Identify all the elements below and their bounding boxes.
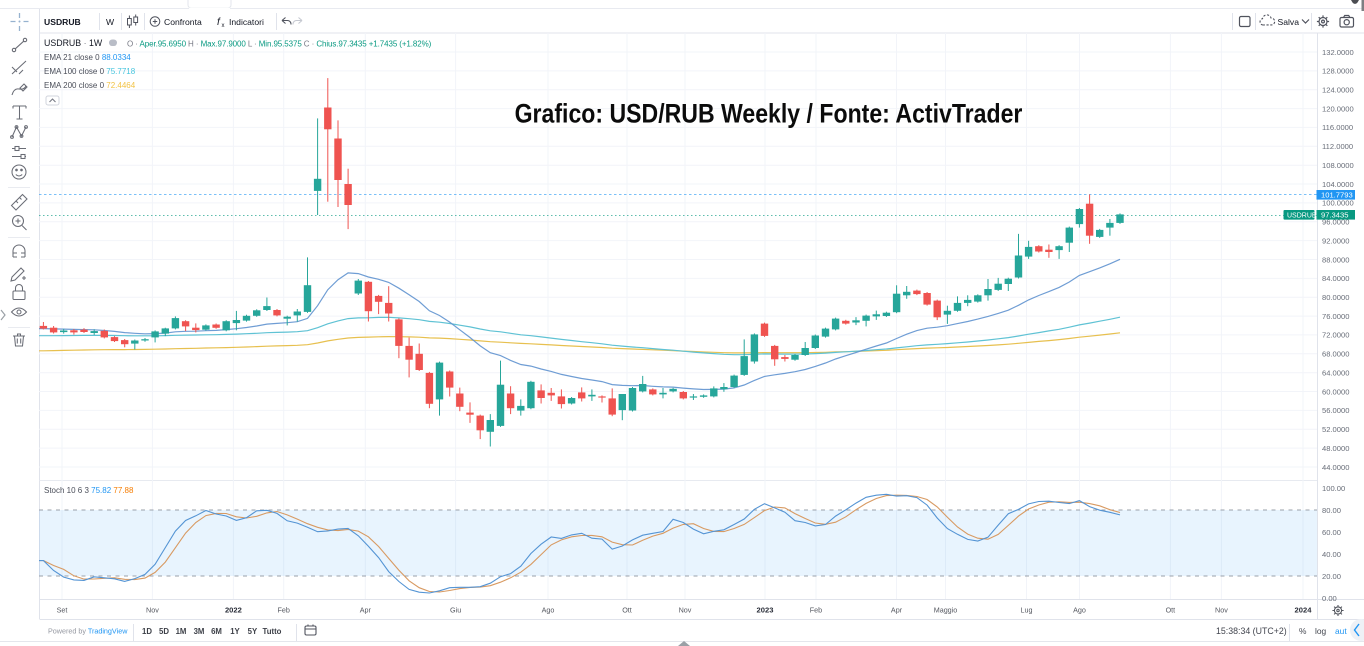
svg-text:Maggio: Maggio: [934, 606, 958, 615]
svg-text:W: W: [106, 17, 115, 27]
svg-text:64.0000: 64.0000: [1322, 369, 1349, 378]
svg-text:Stoch 10 6 3 75.82 77.88: Stoch 10 6 3 75.82 77.88: [44, 486, 134, 495]
svg-text:15:38:34 (UTC+2): 15:38:34 (UTC+2): [1216, 626, 1287, 636]
svg-text:1D: 1D: [142, 627, 152, 636]
svg-text:EMA 100 close 0 75.7718: EMA 100 close 0 75.7718: [44, 67, 136, 76]
svg-text:108.0000: 108.0000: [1322, 161, 1354, 170]
svg-text:124.0000: 124.0000: [1322, 86, 1354, 95]
svg-text:Ott: Ott: [1166, 606, 1176, 615]
svg-text:80.00: 80.00: [1322, 506, 1341, 515]
svg-text:aut: aut: [1335, 626, 1347, 636]
svg-text:2024: 2024: [1295, 606, 1313, 615]
svg-text:132.0000: 132.0000: [1322, 48, 1354, 57]
svg-text:Salva: Salva: [1278, 17, 1300, 27]
svg-text:6M: 6M: [211, 627, 222, 636]
svg-text:USDRUB: USDRUB: [1287, 212, 1317, 219]
svg-text:80.0000: 80.0000: [1322, 293, 1349, 302]
svg-text:Ago: Ago: [1073, 606, 1086, 615]
svg-text:2023: 2023: [757, 606, 774, 615]
svg-text:40.00: 40.00: [1322, 550, 1341, 559]
svg-text:Indicatori: Indicatori: [229, 17, 264, 27]
svg-text:EMA 21 close 0 88.0334: EMA 21 close 0 88.0334: [44, 53, 131, 62]
svg-text:Ago: Ago: [542, 606, 555, 615]
svg-text:Nov: Nov: [146, 606, 159, 615]
svg-text:60.00: 60.00: [1322, 528, 1341, 537]
svg-text:112.0000: 112.0000: [1322, 142, 1353, 151]
svg-text:1M: 1M: [176, 627, 187, 636]
svg-text:x: x: [222, 23, 225, 29]
svg-text:3M: 3M: [194, 627, 205, 636]
svg-text:100.0000: 100.0000: [1322, 199, 1354, 208]
svg-text:O · Aper.95.6950 H · Max.97.9: O · Aper.95.6950 H · Max.97.9000 L · Min…: [127, 40, 432, 49]
svg-text:Nov: Nov: [1215, 606, 1228, 615]
svg-text:Powered by TradingView: Powered by TradingView: [48, 627, 128, 636]
svg-text:116.0000: 116.0000: [1322, 123, 1353, 132]
svg-text:%: %: [1299, 626, 1307, 636]
svg-text:Apr: Apr: [360, 606, 372, 615]
svg-text:97.3435: 97.3435: [1321, 210, 1348, 219]
svg-text:101.7793: 101.7793: [1321, 190, 1353, 199]
svg-text:88.0000: 88.0000: [1322, 255, 1349, 264]
svg-text:EMA 200 close 0 72.4464: EMA 200 close 0 72.4464: [44, 81, 136, 90]
svg-text:104.0000: 104.0000: [1322, 180, 1354, 189]
svg-text:f: f: [217, 17, 221, 28]
svg-text:Set: Set: [57, 606, 68, 615]
svg-text:56.0000: 56.0000: [1322, 406, 1349, 415]
svg-text:48.0000: 48.0000: [1322, 444, 1349, 453]
svg-text:5D: 5D: [159, 627, 169, 636]
svg-text:44.0000: 44.0000: [1322, 463, 1349, 472]
svg-text:120.0000: 120.0000: [1322, 104, 1354, 113]
svg-text:76.0000: 76.0000: [1322, 312, 1349, 321]
svg-text:Feb: Feb: [810, 606, 822, 615]
svg-text:2022: 2022: [225, 606, 242, 615]
svg-text:60.0000: 60.0000: [1322, 387, 1349, 396]
svg-text:96.0000: 96.0000: [1322, 218, 1349, 227]
svg-text:Lug: Lug: [1021, 606, 1033, 615]
svg-text:Feb: Feb: [278, 606, 290, 615]
svg-text:20.00: 20.00: [1322, 572, 1341, 581]
svg-text:Giu: Giu: [450, 606, 461, 615]
svg-text:Grafico: USD/RUB Weekly / Font: Grafico: USD/RUB Weekly / Fonte: ActivTr…: [515, 99, 1023, 129]
svg-text:Ott: Ott: [622, 606, 632, 615]
svg-text:92.0000: 92.0000: [1322, 236, 1349, 245]
svg-text:100.00: 100.00: [1322, 484, 1345, 493]
svg-text:Confronta: Confronta: [164, 17, 202, 27]
svg-text:Apr: Apr: [891, 606, 903, 615]
svg-text:USDRUB · 1W: USDRUB · 1W: [44, 38, 103, 48]
svg-text:84.0000: 84.0000: [1322, 274, 1349, 283]
svg-text:5Y: 5Y: [248, 627, 258, 636]
svg-text:log: log: [1315, 626, 1327, 636]
svg-text:Tutto: Tutto: [263, 627, 282, 636]
svg-text:128.0000: 128.0000: [1322, 67, 1354, 76]
svg-text:USDRUB: USDRUB: [44, 17, 81, 27]
svg-text:1Y: 1Y: [230, 627, 240, 636]
svg-text:52.0000: 52.0000: [1322, 425, 1349, 434]
svg-text:Nov: Nov: [679, 606, 692, 615]
svg-text:72.0000: 72.0000: [1322, 331, 1349, 340]
svg-text:0.00: 0.00: [1322, 594, 1337, 603]
svg-text:68.0000: 68.0000: [1322, 350, 1349, 359]
